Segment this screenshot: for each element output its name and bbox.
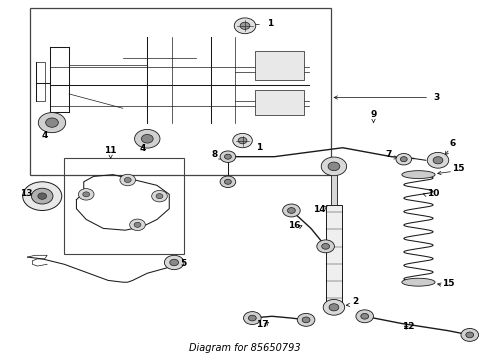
Text: 1: 1: [267, 19, 273, 28]
Text: 17: 17: [256, 320, 269, 329]
Circle shape: [244, 312, 261, 324]
Text: 6: 6: [449, 139, 456, 148]
Circle shape: [142, 134, 153, 143]
Text: 7: 7: [385, 150, 392, 159]
Circle shape: [317, 240, 334, 253]
Text: 10: 10: [427, 189, 439, 198]
Circle shape: [220, 176, 236, 188]
Bar: [30, 8, 331, 175]
Circle shape: [134, 222, 141, 227]
Circle shape: [124, 177, 131, 183]
Text: 13: 13: [20, 189, 32, 198]
Text: 4: 4: [140, 144, 147, 153]
Circle shape: [323, 300, 344, 315]
Circle shape: [288, 208, 295, 213]
Circle shape: [356, 310, 373, 323]
Circle shape: [130, 219, 146, 230]
Circle shape: [433, 157, 443, 164]
Text: 9: 9: [370, 109, 377, 118]
Text: 15: 15: [442, 279, 455, 288]
Circle shape: [164, 255, 184, 270]
Text: 14: 14: [313, 205, 325, 214]
Bar: [331, 167, 337, 205]
Circle shape: [224, 154, 231, 159]
Circle shape: [234, 18, 256, 34]
Circle shape: [283, 204, 300, 217]
Circle shape: [220, 151, 236, 162]
Text: 5: 5: [180, 259, 186, 268]
Text: 1: 1: [256, 143, 262, 152]
Bar: [326, 205, 342, 307]
Circle shape: [38, 193, 47, 199]
Circle shape: [78, 189, 94, 200]
Bar: [255, 90, 304, 116]
Circle shape: [152, 190, 167, 202]
Circle shape: [224, 179, 231, 184]
Text: 15: 15: [452, 165, 465, 174]
Text: 3: 3: [433, 93, 440, 102]
Circle shape: [302, 317, 310, 323]
Circle shape: [23, 182, 62, 211]
Circle shape: [329, 304, 339, 311]
Circle shape: [322, 243, 330, 249]
Circle shape: [31, 188, 53, 204]
Text: 4: 4: [41, 131, 48, 140]
Circle shape: [233, 134, 252, 148]
Text: Diagram for 85650793: Diagram for 85650793: [189, 343, 301, 353]
Circle shape: [120, 174, 136, 186]
Circle shape: [46, 118, 58, 127]
Circle shape: [248, 315, 256, 321]
Circle shape: [321, 157, 346, 176]
Circle shape: [427, 152, 449, 168]
Text: 2: 2: [352, 297, 358, 306]
Text: 11: 11: [104, 146, 117, 155]
Circle shape: [83, 192, 90, 197]
Circle shape: [466, 332, 474, 338]
Bar: [64, 158, 184, 253]
Circle shape: [170, 259, 178, 266]
Circle shape: [38, 113, 66, 133]
Text: 12: 12: [402, 322, 415, 331]
Ellipse shape: [402, 278, 435, 286]
Circle shape: [135, 130, 160, 148]
Circle shape: [461, 328, 479, 341]
Text: 8: 8: [211, 150, 218, 159]
Circle shape: [238, 137, 247, 144]
Circle shape: [400, 157, 407, 162]
Ellipse shape: [402, 171, 435, 179]
Text: 16: 16: [288, 221, 300, 230]
Circle shape: [328, 162, 340, 171]
Circle shape: [396, 153, 412, 165]
Circle shape: [361, 314, 368, 319]
Circle shape: [240, 22, 250, 30]
Circle shape: [156, 194, 163, 199]
Circle shape: [297, 314, 315, 326]
Bar: [255, 51, 304, 80]
